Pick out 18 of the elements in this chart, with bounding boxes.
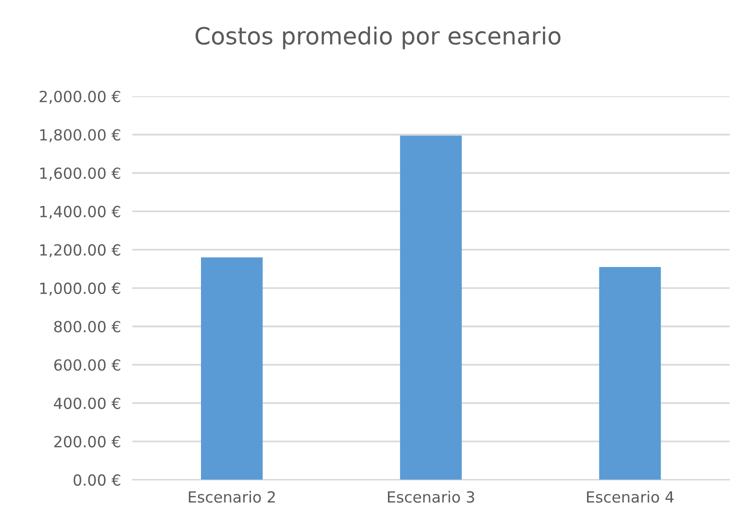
y-tick-label: 0.00 € xyxy=(74,474,120,486)
y-tick-label: 400.00 € xyxy=(54,398,120,410)
y-tick-label: 1,800.00 € xyxy=(40,129,120,142)
y-tick-label: 1,600.00 € xyxy=(40,167,120,181)
bar xyxy=(200,257,263,480)
y-tick-label: 1,200.00 € xyxy=(40,244,120,258)
y-tick-label: 600.00 € xyxy=(54,359,120,371)
y-tick-label: 200.00 € xyxy=(54,436,120,448)
x-tick-label: Escenario 3 xyxy=(388,490,474,503)
y-tick-label: 800.00 € xyxy=(54,320,120,332)
x-tick-label: Escenario 4 xyxy=(587,490,674,503)
bar xyxy=(400,136,462,480)
chart-title: Costos promedio por escenario xyxy=(196,26,560,50)
y-tick-label: 2,000.00 € xyxy=(40,90,120,104)
y-tick-label: 1,400.00 € xyxy=(40,206,120,219)
y-tick-label: 1,000.00 € xyxy=(40,282,120,296)
x-tick-label: Escenario 2 xyxy=(188,490,275,503)
bar xyxy=(599,266,661,480)
